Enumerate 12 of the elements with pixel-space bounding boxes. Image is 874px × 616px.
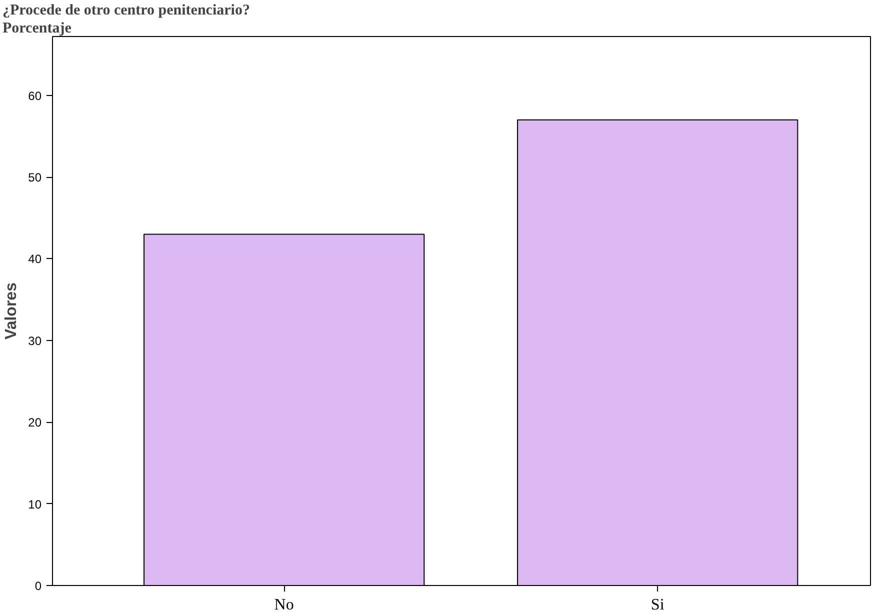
x-tick-label: Si	[650, 596, 665, 614]
chart-title: ¿Procede de otro centro penitenciario?	[2, 2, 250, 18]
y-axis-title: Valores	[3, 282, 20, 340]
chart-subtitle: Porcentaje	[2, 20, 72, 36]
y-tick-label: 30	[28, 334, 42, 348]
y-tick-label: 10	[28, 497, 42, 512]
y-tick-label: 40	[28, 252, 42, 266]
y-tick-label: 60	[28, 88, 42, 103]
y-tick-label: 20	[28, 416, 42, 430]
x-tick-label: No	[274, 596, 294, 614]
y-tick-label: 50	[28, 170, 42, 185]
y-tick-label: 0	[34, 579, 42, 593]
